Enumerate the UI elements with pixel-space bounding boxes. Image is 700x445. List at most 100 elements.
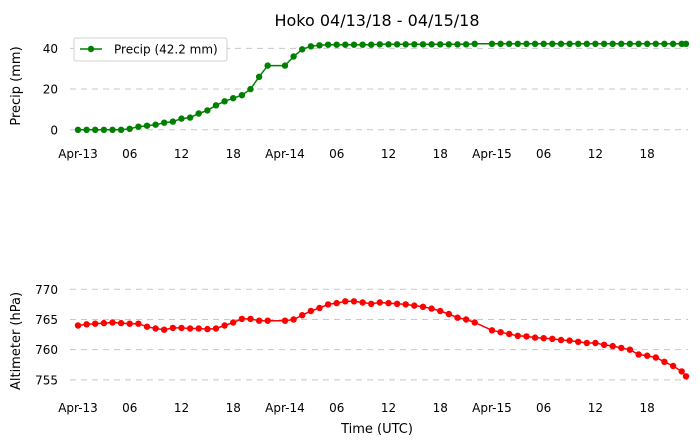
altimeter-xtick-label: 12 <box>174 401 189 415</box>
altimeter-data-point <box>195 325 202 332</box>
altimeter-data-point <box>411 302 418 309</box>
precip-xtick-label: 12 <box>588 147 603 161</box>
precip-data-point <box>497 40 504 47</box>
precip-data-point <box>609 40 616 47</box>
altimeter-data-point <box>428 305 435 312</box>
altimeter-data-point <box>238 315 246 323</box>
altimeter-data-point <box>92 320 99 327</box>
precip-data-point <box>169 118 177 125</box>
altimeter-data-point <box>644 352 651 359</box>
altimeter-data-point <box>255 317 263 324</box>
precip-data-point <box>669 40 677 47</box>
precip-data-point <box>488 40 496 47</box>
altimeter-ytick-label: 755 <box>35 373 58 387</box>
precip-data-point <box>92 126 99 133</box>
precip-data-point <box>462 41 470 48</box>
altimeter-data-point <box>445 310 452 318</box>
altimeter-data-point <box>221 322 228 329</box>
altimeter-series-line <box>77 300 687 377</box>
altimeter-data-point <box>454 314 461 321</box>
precip-data-point <box>652 40 659 47</box>
altimeter-data-point <box>143 323 151 330</box>
precip-data-point <box>523 40 530 47</box>
altimeter-xtick-label: 06 <box>536 401 551 415</box>
precip-data-point <box>411 41 418 48</box>
altimeter-ytick-label: 770 <box>35 283 58 297</box>
precip-data-point <box>531 40 539 47</box>
altimeter-xtick-label: Apr-15 <box>472 401 512 415</box>
precip-data-point <box>583 40 590 47</box>
altimeter-ytick-label: 760 <box>35 343 58 357</box>
altimeter-data-point <box>471 319 478 326</box>
precip-data-point <box>324 41 332 48</box>
altimeter-data-point <box>531 334 539 341</box>
altimeter-xtick-label: 18 <box>433 401 448 415</box>
altimeter-data-point <box>609 342 616 350</box>
altimeter-data-point <box>290 316 297 323</box>
altimeter-data-point <box>618 344 625 352</box>
precip-data-point <box>299 46 306 53</box>
precip-data-point <box>135 123 142 130</box>
precip-data-point <box>445 41 452 48</box>
altimeter-data-point <box>264 317 271 324</box>
precip-data-point <box>316 42 323 49</box>
precip-data-point <box>350 41 358 48</box>
precip-data-point <box>333 41 340 48</box>
altimeter-data-point <box>316 304 323 312</box>
altimeter-data-point <box>600 341 608 348</box>
precip-data-point <box>143 122 151 129</box>
precip-data-point <box>74 126 82 133</box>
legend-label: Precip (42.2 mm) <box>114 43 218 57</box>
precip-xtick-label: 12 <box>381 147 396 161</box>
x-axis-label: Time (UTC) <box>340 422 413 437</box>
precip-data-point <box>549 40 556 47</box>
altimeter-data-point <box>152 325 159 332</box>
precip-xtick-label: Apr-15 <box>472 147 512 161</box>
altimeter-data-point <box>368 300 375 307</box>
precip-data-point <box>230 95 237 102</box>
precip-data-point <box>178 115 185 122</box>
precip-data-point <box>419 41 427 48</box>
altimeter-data-point <box>540 335 547 342</box>
precip-data-point <box>212 102 220 109</box>
legend-box <box>73 37 228 62</box>
precip-data-point <box>575 40 582 47</box>
precip-data-point <box>238 92 246 99</box>
precip-data-point <box>618 40 625 47</box>
altimeter-data-point <box>117 319 125 327</box>
precip-ytick-label: 0 <box>50 123 58 137</box>
precip-ytick-label: 40 <box>43 42 58 56</box>
altimeter-xtick-label: 12 <box>588 401 603 415</box>
altimeter-data-point <box>402 301 409 308</box>
precip-data-point <box>186 114 194 121</box>
precip-data-point <box>626 40 634 47</box>
precip-data-point <box>635 40 642 47</box>
altimeter-xtick-label: Apr-13 <box>58 401 98 415</box>
precip-data-point <box>204 107 211 114</box>
altimeter-data-point <box>359 299 366 306</box>
precip-data-point <box>307 43 315 50</box>
altimeter-data-point <box>178 324 185 332</box>
altimeter-data-point <box>583 339 590 347</box>
altimeter-xtick-label: Apr-14 <box>265 401 305 415</box>
precip-ytick-label: 20 <box>43 83 58 97</box>
altimeter-data-point <box>497 329 504 336</box>
altimeter-data-point <box>169 324 177 332</box>
precip-data-point <box>161 119 168 126</box>
altimeter-data-point <box>652 354 659 361</box>
altimeter-data-point <box>299 312 306 319</box>
altimeter-data-point <box>333 299 340 307</box>
precip-data-point <box>281 62 289 69</box>
altimeter-data-point <box>661 358 668 365</box>
precip-xtick-label: 06 <box>122 147 137 161</box>
legend-marker-swatch <box>87 45 95 53</box>
altimeter-data-point <box>575 338 582 345</box>
altimeter-data-point <box>506 330 513 338</box>
precip-data-point <box>454 41 461 48</box>
altimeter-data-point <box>592 339 599 347</box>
precip-xtick-label: 06 <box>536 147 551 161</box>
precip-data-point <box>255 73 263 81</box>
precip-data-point <box>393 41 401 48</box>
altimeter-data-point <box>74 322 82 329</box>
